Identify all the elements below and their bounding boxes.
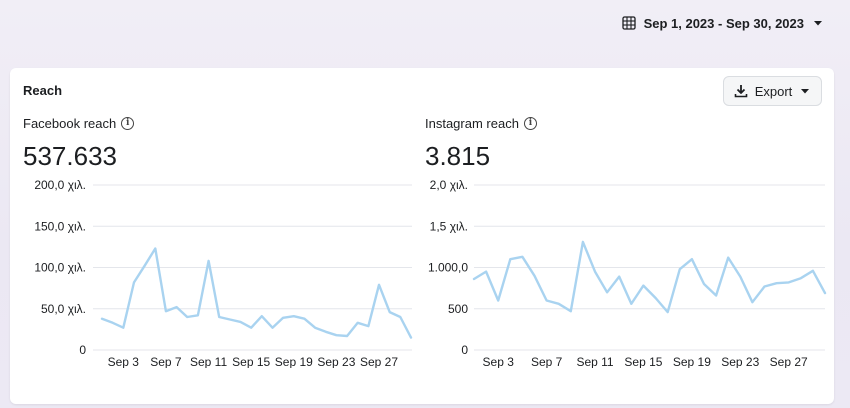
- calendar-grid-icon: [621, 16, 636, 30]
- instagram-y-tick-label: 500: [448, 302, 468, 316]
- export-label: Export: [754, 83, 793, 99]
- info-icon[interactable]: i: [121, 117, 135, 130]
- instagram-y-tick-label: 0: [461, 343, 468, 357]
- facebook-x-tick-label: Sep 11: [190, 355, 227, 368]
- instagram-reach-value: 3.815: [425, 141, 491, 171]
- instagram-x-tick-label: Sep 3: [483, 355, 515, 368]
- instagram-x-tick-label: Sep 19: [673, 355, 711, 368]
- instagram-y-tick-label: 1.000,0: [428, 261, 468, 275]
- facebook-series-line: [100, 247, 413, 339]
- facebook-y-tick-label: 50,0 χιλ.: [41, 302, 86, 316]
- facebook-reach-value: 537.633: [23, 141, 117, 171]
- instagram-reach-panel: Instagram reach i 3.815 2,0 χιλ. 1,5 χιλ.…: [412, 68, 834, 404]
- info-icon[interactable]: i: [523, 117, 537, 130]
- caret-down-icon: [814, 21, 822, 26]
- instagram-series-line: [472, 240, 827, 314]
- card-title: Reach: [23, 83, 63, 98]
- caret-down-icon: [801, 89, 810, 94]
- facebook-x-tick-label: Sep 15: [232, 355, 270, 368]
- download-icon: [734, 85, 748, 98]
- facebook-x-tick-label: Sep 19: [275, 355, 313, 368]
- instagram-reach-chart: 2,0 χιλ. 1,5 χιλ. 1.000,0 500 0 Sep 3 Sep 7 Sep…: [428, 178, 827, 368]
- facebook-y-tick-label: 0: [79, 343, 86, 357]
- instagram-x-tick-label: Sep 7: [531, 355, 563, 368]
- facebook-y-tick-label: 150,0 χιλ.: [34, 219, 86, 233]
- reach-card: Reach Export Facebook reach i 537.633 20…: [10, 68, 834, 404]
- facebook-reach-chart: 200,0 χιλ. 150,0 χιλ. 100,0 χιλ. 50,0 χιλ. 0…: [34, 178, 413, 368]
- instagram-x-tick-label: Sep 11: [576, 355, 613, 368]
- facebook-x-tick-label: Sep 3: [108, 355, 140, 368]
- instagram-x-tick-label: Sep 15: [624, 355, 662, 368]
- facebook-x-tick-label: Sep 23: [317, 355, 355, 368]
- instagram-reach-label: Instagram reach: [425, 116, 519, 131]
- instagram-y-tick-label: 1,5 χιλ.: [430, 219, 468, 233]
- top-bar: Sep 1, 2023 - Sep 30, 2023: [0, 0, 850, 60]
- facebook-reach-label: Facebook reach: [23, 116, 117, 131]
- date-range-label: Sep 1, 2023 - Sep 30, 2023: [643, 15, 804, 31]
- instagram-x-tick-label: Sep 23: [721, 355, 759, 368]
- facebook-y-tick-label: 100,0 χιλ.: [34, 261, 86, 275]
- facebook-x-tick-label: Sep 7: [150, 355, 182, 368]
- facebook-reach-panel: Facebook reach i 537.633 200,0 χιλ. 150,0…: [10, 68, 420, 404]
- facebook-y-tick-label: 200,0 χιλ.: [34, 178, 86, 192]
- instagram-y-tick-label: 2,0 χιλ.: [430, 178, 468, 192]
- facebook-reach-label-row: Facebook reach i: [23, 116, 135, 131]
- instagram-reach-label-row: Instagram reach i: [425, 116, 537, 131]
- facebook-x-tick-label: Sep 27: [360, 355, 398, 368]
- date-range-picker[interactable]: Sep 1, 2023 - Sep 30, 2023: [621, 13, 824, 33]
- export-button[interactable]: Export: [723, 76, 822, 106]
- instagram-x-tick-label: Sep 27: [770, 355, 808, 368]
